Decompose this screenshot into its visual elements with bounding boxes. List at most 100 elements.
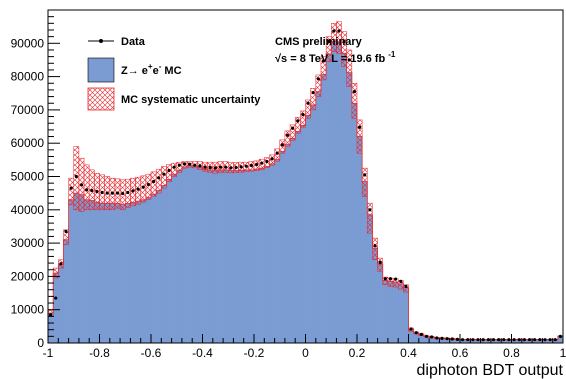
mc-bar	[537, 339, 543, 343]
data-point	[357, 125, 362, 129]
data-point	[115, 191, 120, 195]
data-point	[481, 338, 485, 342]
mc-bar	[269, 163, 275, 343]
data-point	[419, 332, 423, 336]
mc-bar	[259, 168, 265, 343]
y-tick-label: 10000	[11, 303, 45, 317]
data-point	[74, 174, 78, 179]
mc-bar	[120, 204, 126, 343]
uncertainty-bin	[274, 148, 281, 162]
x-axis-label: diphoton BDT output	[417, 362, 564, 379]
data-point	[218, 165, 223, 169]
mc-bar	[501, 339, 507, 343]
uncertainty-bin	[361, 167, 368, 197]
mc-bar	[238, 170, 244, 343]
mc-bar	[346, 72, 353, 343]
data-point	[553, 338, 557, 342]
uncertainty-bin	[284, 130, 291, 147]
data-point	[296, 119, 300, 123]
data-point	[414, 331, 418, 335]
mc-bar	[496, 339, 502, 343]
mc-bar	[362, 181, 368, 343]
legend-data-marker	[99, 39, 103, 43]
data-point	[533, 338, 537, 342]
data-point	[306, 101, 310, 105]
mc-bar	[68, 199, 75, 343]
data-point	[332, 29, 336, 33]
mc-bar	[197, 167, 203, 343]
data-point	[275, 151, 279, 155]
data-point	[291, 126, 295, 130]
data-point	[244, 164, 248, 168]
uncertainty-bin	[403, 284, 409, 293]
mc-bar	[217, 169, 224, 343]
data-point	[404, 284, 408, 288]
data-point	[347, 58, 351, 62]
data-point	[64, 229, 68, 234]
mc-bar	[114, 203, 121, 343]
mc-bar	[470, 339, 476, 343]
y-axis: 0 10000 20000 30000 40000 50000 60000 70000 8000…	[11, 16, 60, 350]
mc-bar	[526, 339, 533, 343]
mc-bar	[78, 194, 85, 343]
mc-bar	[84, 199, 90, 343]
data-point	[460, 338, 465, 342]
y-tick-label: 20000	[11, 269, 45, 283]
legend: Data Z→ e+e- MC MC systematic uncertaint…	[87, 36, 261, 111]
data-point	[321, 59, 326, 63]
data-point	[254, 162, 259, 167]
data-point	[435, 336, 439, 340]
data-points	[48, 29, 563, 342]
data-point	[285, 133, 290, 137]
mc-bar	[207, 169, 214, 343]
data-point	[208, 165, 212, 170]
data-point	[203, 165, 207, 169]
y-tick-label: 60000	[11, 136, 45, 150]
mc-bar	[387, 281, 394, 343]
mc-bar	[305, 115, 311, 343]
uncertainty-bin	[68, 177, 74, 206]
mc-bar	[315, 91, 322, 343]
mc-bar	[109, 203, 116, 343]
x-tick-label: 0.6	[452, 346, 469, 360]
data-point	[394, 277, 398, 281]
mc-bar	[521, 339, 528, 343]
data-point	[527, 338, 532, 342]
data-point	[110, 191, 114, 195]
x-tick-label: 0.4	[400, 346, 417, 360]
annotation-line2-sup: -1	[388, 50, 396, 59]
data-point	[368, 208, 372, 212]
data-point	[512, 338, 516, 342]
x-tick-label: 0.2	[349, 346, 366, 360]
mc-bar	[460, 339, 466, 343]
data-point	[388, 277, 393, 281]
x-axis: -1 -0.8 -0.6 -0.4 -0.2 0 0.2 0.4 0.6 0.8 1	[43, 334, 566, 360]
data-point	[409, 327, 413, 331]
mc-bar	[228, 170, 234, 343]
mc-bar	[166, 179, 172, 343]
legend-data-entry: Data	[88, 36, 146, 48]
mc-bar	[161, 185, 167, 343]
uncertainty-bin	[372, 237, 378, 260]
uncertainty-bin	[83, 164, 90, 211]
mc-bar	[547, 339, 553, 343]
x-tick-label: -0.6	[141, 346, 162, 360]
x-tick-label: -0.2	[244, 346, 265, 360]
mc-bar	[176, 170, 183, 343]
x-tick-label: -1	[43, 346, 54, 360]
uncertainty-bin	[356, 119, 363, 154]
data-point	[265, 159, 269, 164]
mc-bar	[542, 339, 548, 343]
data-point	[497, 338, 501, 342]
mc-bar	[465, 339, 471, 343]
data-point	[79, 183, 84, 187]
data-point	[378, 260, 382, 265]
data-point	[399, 279, 403, 283]
data-point	[440, 336, 444, 340]
data-point	[131, 189, 135, 193]
mc-bar	[63, 239, 69, 343]
uncertainty-bin	[341, 31, 347, 67]
mc-bar	[140, 199, 147, 343]
data-point	[522, 338, 526, 342]
y-tick-label: 80000	[11, 70, 45, 84]
